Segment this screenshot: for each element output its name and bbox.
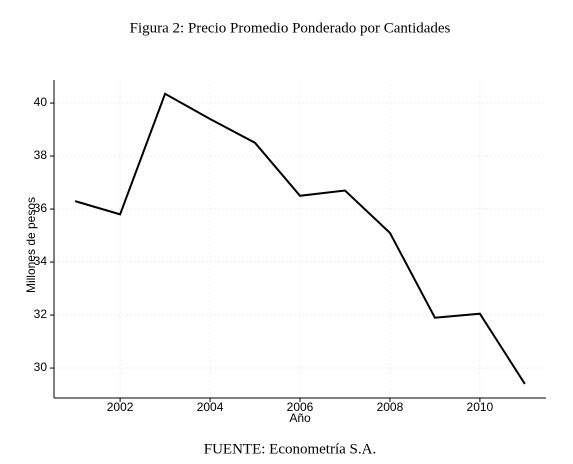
x-tick-label: 2002 bbox=[107, 400, 134, 414]
x-tick-label: 2008 bbox=[377, 400, 404, 414]
source-note: FUENTE: Econometría S.A. bbox=[204, 441, 376, 457]
y-tick-label: 38 bbox=[34, 148, 48, 162]
y-tick-label: 34 bbox=[34, 254, 48, 268]
chart-title: Figura 2: Precio Promedio Ponderado por … bbox=[130, 20, 451, 36]
x-tick-label: 2004 bbox=[197, 400, 224, 414]
x-tick-label: 2010 bbox=[467, 400, 494, 414]
x-axis-label: Año bbox=[289, 411, 311, 425]
y-axis-label: Millones de pesos bbox=[24, 197, 38, 293]
y-tick-label: 40 bbox=[34, 95, 48, 109]
y-tick-label: 30 bbox=[34, 360, 48, 374]
x-tick-label: 2006 bbox=[287, 400, 314, 414]
y-tick-label: 32 bbox=[34, 307, 48, 321]
data-line bbox=[74, 92, 526, 385]
y-tick-label: 36 bbox=[34, 201, 48, 215]
